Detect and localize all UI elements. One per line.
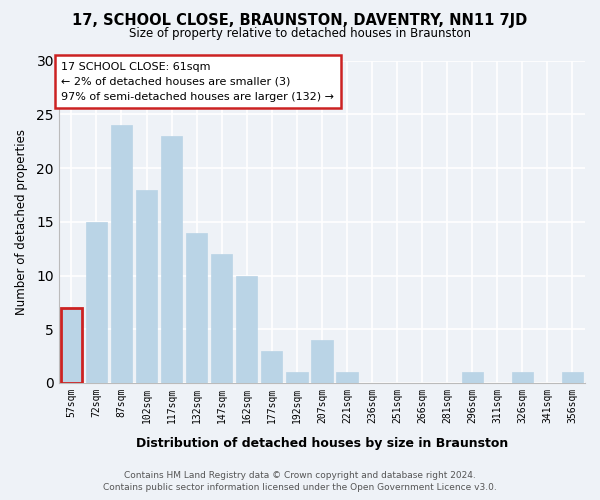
Y-axis label: Number of detached properties: Number of detached properties	[15, 128, 28, 315]
Bar	[111, 125, 132, 383]
Bar	[512, 372, 533, 383]
X-axis label: Distribution of detached houses by size in Braunston: Distribution of detached houses by size …	[136, 437, 508, 450]
Bar	[61, 308, 82, 383]
Bar	[461, 372, 483, 383]
Bar	[211, 254, 232, 383]
Bar	[86, 222, 107, 383]
Bar	[562, 372, 583, 383]
Bar	[136, 190, 157, 383]
Text: 17, SCHOOL CLOSE, BRAUNSTON, DAVENTRY, NN11 7JD: 17, SCHOOL CLOSE, BRAUNSTON, DAVENTRY, N…	[73, 12, 527, 28]
Text: Contains HM Land Registry data © Crown copyright and database right 2024.
Contai: Contains HM Land Registry data © Crown c…	[103, 471, 497, 492]
Bar	[286, 372, 308, 383]
Bar	[186, 232, 207, 383]
Bar	[311, 340, 332, 383]
Bar	[261, 351, 283, 383]
Bar	[236, 276, 257, 383]
Text: 17 SCHOOL CLOSE: 61sqm
← 2% of detached houses are smaller (3)
97% of semi-detac: 17 SCHOOL CLOSE: 61sqm ← 2% of detached …	[61, 62, 334, 102]
Bar	[161, 136, 182, 383]
Bar	[337, 372, 358, 383]
Text: Size of property relative to detached houses in Braunston: Size of property relative to detached ho…	[129, 28, 471, 40]
